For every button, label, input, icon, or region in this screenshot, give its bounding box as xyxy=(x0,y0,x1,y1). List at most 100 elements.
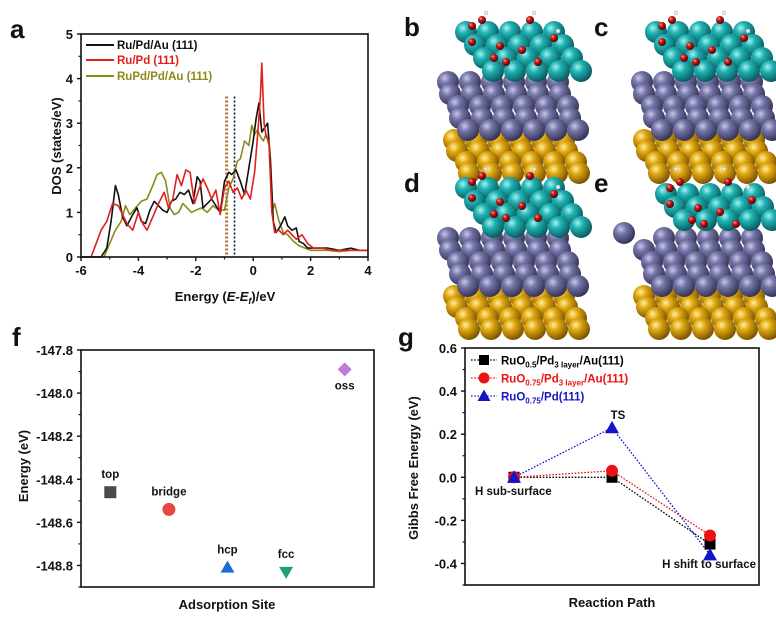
gibbs-data-point xyxy=(703,547,717,561)
pd-atom xyxy=(717,119,739,141)
legend-label: RuO0.5/Pd3 layer/Au(111) xyxy=(501,356,624,370)
gibbs-series-line xyxy=(513,470,711,536)
y-tick-label: 3 xyxy=(66,116,73,131)
pd-atom xyxy=(651,119,673,141)
ru-atom xyxy=(673,209,695,231)
atomic-structures xyxy=(437,10,776,340)
o-atom xyxy=(676,178,684,186)
h-atom xyxy=(483,10,489,16)
o-atom xyxy=(502,58,510,66)
y-tick-label: 0.6 xyxy=(439,341,457,356)
site-label-fcc: fcc xyxy=(278,549,295,561)
pd-atom xyxy=(613,222,635,244)
o-atom xyxy=(666,184,674,192)
au-atom xyxy=(648,318,670,340)
y-tick-label: 1 xyxy=(66,205,73,220)
site-marker-bridge xyxy=(162,502,176,516)
o-atom xyxy=(740,34,748,42)
pd-atom xyxy=(457,119,479,141)
au-atom xyxy=(568,318,590,340)
au-atom xyxy=(546,318,568,340)
adsorption-chart-frame xyxy=(80,349,375,588)
o-atom xyxy=(478,16,486,24)
o-atom xyxy=(534,58,542,66)
o-atom xyxy=(732,220,740,228)
o-atom xyxy=(716,208,724,216)
h-atom xyxy=(673,10,679,16)
ru-atom xyxy=(548,216,570,238)
gibbs-series-line xyxy=(514,476,711,545)
o-atom xyxy=(468,38,476,46)
pd-atom xyxy=(651,275,673,297)
au-atom xyxy=(758,162,776,184)
o-atom xyxy=(694,204,702,212)
legend-label-ru-pd: Ru/Pd (111) xyxy=(117,55,179,67)
site-marker-oss xyxy=(337,362,352,377)
au-atom xyxy=(480,318,502,340)
legend-label-rupd-pd-au: RuPd/Pd/Au (111) xyxy=(117,71,212,83)
y-tick-label: 5 xyxy=(66,27,73,42)
pd-atom xyxy=(545,119,567,141)
panel-label-f: f xyxy=(12,322,21,352)
au-atom xyxy=(758,318,776,340)
o-atom xyxy=(550,190,558,198)
site-marker-fcc xyxy=(279,566,294,579)
ru-atom xyxy=(482,216,504,238)
o-atom xyxy=(518,46,526,54)
o-atom xyxy=(468,178,476,186)
y-tick-label: 0.0 xyxy=(439,470,457,485)
x-tick-label: 2 xyxy=(307,263,314,278)
o-atom xyxy=(692,58,700,66)
o-atom xyxy=(526,16,534,24)
o-atom xyxy=(658,38,666,46)
x-tick-label: -6 xyxy=(75,263,87,278)
slab-structure-d xyxy=(437,166,592,340)
ru-atom xyxy=(548,60,570,82)
x-tick-label: 4 xyxy=(364,263,372,278)
au-atom xyxy=(670,318,692,340)
o-atom xyxy=(658,22,666,30)
o-atom xyxy=(666,200,674,208)
pd-atom xyxy=(739,275,761,297)
adsorption-energy-chart: -147.8 -148.0 -148.2 -148.4 -148.6 -148.8 top… xyxy=(16,343,375,612)
pd-atom xyxy=(501,275,523,297)
ru-atom xyxy=(760,60,776,82)
o-atom xyxy=(496,198,504,206)
pd-atom xyxy=(567,275,589,297)
au-atom xyxy=(502,318,524,340)
h-atom xyxy=(721,10,727,16)
ru-atom xyxy=(739,209,761,231)
o-atom xyxy=(716,16,724,24)
y-tick-label: 0 xyxy=(66,250,73,265)
o-atom xyxy=(518,202,526,210)
o-atom xyxy=(526,172,534,180)
dos-series-line xyxy=(81,102,368,258)
gibbs-data-point xyxy=(704,529,716,542)
y-tick-label: -0.2 xyxy=(435,513,457,528)
gibbs-data-point xyxy=(507,470,521,483)
y-tick-label: -148.6 xyxy=(36,515,73,530)
y-tick-label: 0.4 xyxy=(439,384,458,399)
pd-atom xyxy=(523,275,545,297)
o-atom xyxy=(534,214,542,222)
dos-legend: Ru/Pd/Au (111) Ru/Pd (111) RuPd/Pd/Au (1… xyxy=(86,40,212,83)
panel-label-b: b xyxy=(404,12,420,42)
h-atom xyxy=(555,28,561,34)
pd-atom xyxy=(695,275,717,297)
gibbs-chart-frame xyxy=(464,347,760,586)
o-atom xyxy=(748,196,756,204)
ru-atom xyxy=(504,216,526,238)
o-atom xyxy=(502,214,510,222)
o-atom xyxy=(550,34,558,42)
x-tick-label: -4 xyxy=(133,263,145,278)
y-tick-label: -0.4 xyxy=(435,556,458,571)
h-atom xyxy=(531,10,537,16)
o-atom xyxy=(468,194,476,202)
slab-structure-b xyxy=(437,10,592,184)
pd-atom xyxy=(761,119,776,141)
o-atom xyxy=(490,210,498,218)
gibbs-data-point xyxy=(704,538,716,550)
slab-structure-e xyxy=(613,166,776,340)
dos-y-axis-label: DOS (states/eV) xyxy=(49,97,64,195)
x-tick-label: -2 xyxy=(190,263,202,278)
